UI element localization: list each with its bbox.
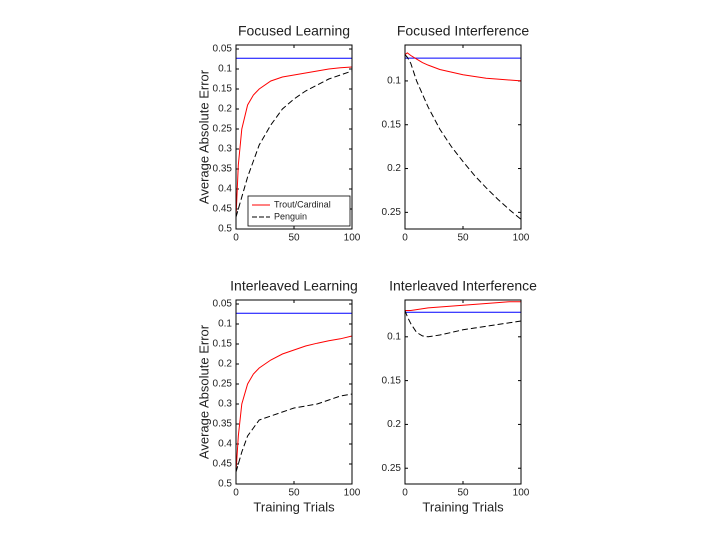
x-tick-label: 50	[457, 488, 469, 499]
legend-box	[247, 195, 351, 227]
y-tick-label: 0.05	[213, 44, 233, 55]
y-tick-label: 0.45	[213, 459, 233, 470]
axes-frame	[404, 299, 522, 485]
y-tick-label: 0.4	[218, 439, 232, 450]
x-axis-label: Training Trials	[422, 499, 504, 514]
y-tick-label: 0.1	[387, 76, 401, 87]
series-line	[404, 52, 522, 82]
axes-frame	[235, 299, 353, 485]
y-tick-label: 0.5	[218, 479, 232, 490]
series-line	[404, 310, 522, 338]
series-line	[405, 301, 521, 312]
y-tick-label: 0.15	[382, 375, 402, 386]
series-line	[235, 70, 353, 218]
x-tick-label: 50	[288, 488, 300, 499]
subplot-title: Interleaved Learning	[230, 278, 358, 294]
y-tick-label: 0.25	[382, 207, 402, 218]
subplot-title: Focused Learning	[238, 23, 350, 39]
y-tick-label: 0.15	[213, 84, 233, 95]
y-tick-label: 0.25	[213, 379, 233, 390]
legend-label: Trout/Cardinal	[274, 199, 331, 209]
x-tick-label: 100	[344, 233, 361, 244]
y-tick-label: 0.1	[218, 64, 232, 75]
axes-frame	[404, 44, 522, 230]
y-tick-label: 0.5	[218, 224, 232, 235]
y-tick-label: 0.25	[382, 463, 402, 474]
subplot: 0.1 0.15 0.2 0.25 0 50 100 Interleaved Interfer…	[382, 278, 538, 515]
y-tick-label: 0.15	[213, 339, 233, 350]
plot-area	[405, 45, 521, 229]
y-tick-label: 0.4	[218, 184, 232, 195]
y-tick-label: 0.2	[218, 359, 232, 370]
y-tick-label: 0.15	[382, 119, 402, 130]
x-tick-label: 0	[402, 233, 408, 244]
subplot: 0.1 0.15 0.2 0.25 0 50 100 Focused Interference	[382, 23, 530, 244]
x-tick-label: 0	[233, 488, 239, 499]
y-tick-label: 0.3	[218, 399, 232, 410]
y-tick-label: 0.35	[213, 419, 233, 430]
y-tick-label: 0.1	[387, 331, 401, 342]
x-tick-label: 50	[288, 233, 300, 244]
x-tick-label: 50	[457, 233, 469, 244]
series-line	[404, 54, 522, 220]
x-tick-label: 100	[344, 488, 361, 499]
series-line	[235, 66, 353, 218]
y-tick-label: 0.2	[387, 419, 401, 430]
y-tick-label: 0.1	[218, 319, 232, 330]
x-tick-label: 100	[513, 488, 530, 499]
series-line	[235, 393, 353, 473]
axes-frame	[235, 44, 353, 230]
x-tick-label: 100	[513, 233, 530, 244]
subplot-title: Focused Interference	[397, 23, 530, 39]
y-tick-label: 0.35	[213, 164, 233, 175]
subplot: 0.05 0.1 0.15 0.2 0.25 0.3 0.35 0.4 0.45 0.50 50 10…	[196, 278, 360, 515]
y-tick-label: 0.45	[213, 204, 233, 215]
y-axis-label: Average Absolute Error	[196, 69, 211, 204]
y-tick-label: 0.05	[213, 299, 233, 310]
x-tick-label: 0	[233, 233, 239, 244]
series-line	[235, 335, 353, 473]
plot-area	[236, 300, 352, 484]
y-axis-label: Average Absolute Error	[196, 324, 211, 459]
y-tick-label: 0.3	[218, 144, 232, 155]
y-tick-label: 0.2	[387, 163, 401, 174]
x-tick-label: 0	[402, 488, 408, 499]
subplot-title: Interleaved Interference	[389, 278, 537, 294]
legend-label: Penguin	[274, 211, 307, 221]
y-tick-label: 0.25	[213, 124, 233, 135]
x-axis-label: Training Trials	[253, 499, 335, 514]
y-tick-label: 0.2	[218, 104, 232, 115]
plot-area	[405, 300, 521, 484]
subplot: 0.05 0.1 0.15 0.2 0.25 0.3 0.35 0.4 0.45 0.50 50 10…	[196, 23, 360, 244]
